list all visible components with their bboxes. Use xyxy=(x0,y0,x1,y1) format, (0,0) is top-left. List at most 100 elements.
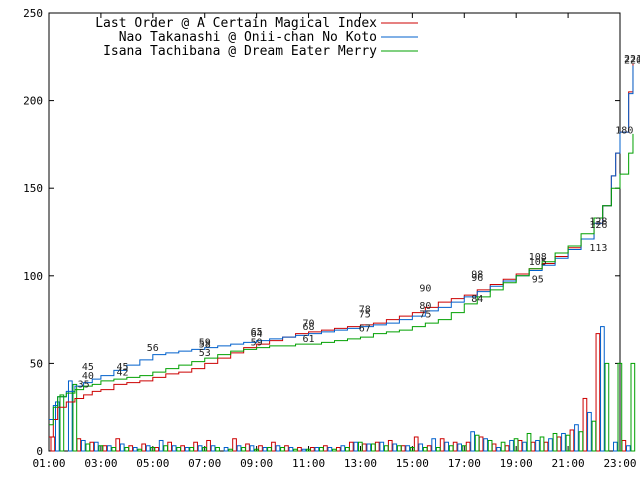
bar-red xyxy=(336,446,341,452)
bars xyxy=(50,326,636,452)
bar-blue xyxy=(379,441,385,452)
bar-red xyxy=(530,441,536,452)
bar-blue xyxy=(236,445,242,452)
data-label: 35 xyxy=(78,380,90,391)
x-tick-label: 07:00 xyxy=(188,457,221,470)
bar-red xyxy=(374,441,380,452)
bar-blue xyxy=(483,438,488,452)
data-label: 40 xyxy=(82,371,94,382)
bar-blue xyxy=(210,445,216,452)
data-label: 105 xyxy=(529,257,547,268)
bar-green xyxy=(267,446,272,452)
bar-green xyxy=(474,434,480,452)
bar-green xyxy=(189,446,194,452)
bar-green xyxy=(280,446,285,452)
bar-red xyxy=(310,446,315,452)
bar-blue xyxy=(600,326,605,452)
bar-red xyxy=(76,438,82,452)
bar-red xyxy=(271,441,276,452)
bar-blue xyxy=(509,439,514,452)
data-label: 95 xyxy=(532,275,544,286)
y-tick-label: 50 xyxy=(30,357,43,370)
bar-blue xyxy=(93,441,99,452)
bar-blue xyxy=(301,448,307,452)
data-label: 75 xyxy=(359,310,371,321)
data-label: 59 xyxy=(199,338,211,349)
bar-green xyxy=(241,446,246,452)
bar-red xyxy=(323,445,328,452)
bar-blue xyxy=(405,445,411,452)
bar-blue xyxy=(392,443,398,452)
x-tick-label: 19:00 xyxy=(500,457,533,470)
bar-red xyxy=(426,445,432,452)
data-label: 126 xyxy=(589,220,607,231)
bar-red xyxy=(193,441,198,452)
data-label: 59 xyxy=(251,338,263,349)
bar-blue xyxy=(574,424,579,452)
x-tick-label: 17:00 xyxy=(448,457,481,470)
bar-red xyxy=(258,445,263,452)
data-label: 56 xyxy=(147,343,159,354)
bar-green xyxy=(526,432,532,452)
data-label: 108 xyxy=(529,252,547,263)
bar-green xyxy=(202,446,207,452)
data-label: 45 xyxy=(117,362,129,373)
bar-blue xyxy=(158,439,164,452)
bar-blue xyxy=(587,411,592,452)
legend-entry-label: Isana Tachibana @ Dream Eater Merry xyxy=(103,44,377,59)
bar-red xyxy=(400,445,406,452)
data-label: 64 xyxy=(251,329,263,340)
bar-green xyxy=(150,446,156,452)
bar-red xyxy=(361,443,367,452)
bar-green xyxy=(163,445,169,452)
bar-red xyxy=(504,445,510,452)
data-label: 75 xyxy=(419,310,431,321)
bar-green xyxy=(565,434,571,452)
data-label: 67 xyxy=(359,324,371,335)
data-label: 42 xyxy=(117,367,129,378)
lines xyxy=(49,63,634,438)
bar-red xyxy=(517,439,523,452)
bar-blue xyxy=(457,443,462,452)
bar-blue xyxy=(67,380,73,452)
data-label: 220 xyxy=(624,56,640,67)
series-line xyxy=(49,65,634,420)
bar-red xyxy=(141,443,147,452)
bar-blue xyxy=(262,446,268,452)
bar-red xyxy=(621,439,627,452)
bar-blue xyxy=(535,439,540,452)
bar-blue xyxy=(522,441,527,452)
bar-green xyxy=(332,448,337,452)
data-label: 113 xyxy=(589,243,607,254)
bar-blue xyxy=(353,441,359,452)
y-tick-label: 0 xyxy=(36,445,43,458)
x-tick-label: 09:00 xyxy=(240,457,273,470)
bar-green xyxy=(487,439,493,452)
bar-red xyxy=(543,441,549,452)
bar-red xyxy=(284,445,289,452)
bar-red xyxy=(348,441,354,452)
bar-green xyxy=(396,445,402,452)
bar-red xyxy=(180,445,185,452)
bar-blue xyxy=(470,431,475,452)
bar-red xyxy=(478,436,484,452)
bar-blue xyxy=(418,443,424,452)
bar-green xyxy=(319,446,324,452)
data-label: 53 xyxy=(199,348,211,359)
bar-red xyxy=(465,441,471,452)
bar-green xyxy=(448,445,454,452)
x-tick-label: 23:00 xyxy=(603,457,636,470)
bar-blue xyxy=(249,445,255,452)
data-label: 70 xyxy=(303,318,315,329)
y-tick-label: 250 xyxy=(23,7,43,20)
bar-blue xyxy=(288,446,294,452)
bar-red xyxy=(439,438,445,452)
bar-green xyxy=(98,445,104,452)
bar-blue xyxy=(366,443,372,452)
bar-green xyxy=(124,446,130,452)
bar-blue xyxy=(548,438,553,452)
bar-green xyxy=(85,443,91,452)
data-label: 221 xyxy=(624,54,640,65)
bar-blue xyxy=(327,446,333,452)
